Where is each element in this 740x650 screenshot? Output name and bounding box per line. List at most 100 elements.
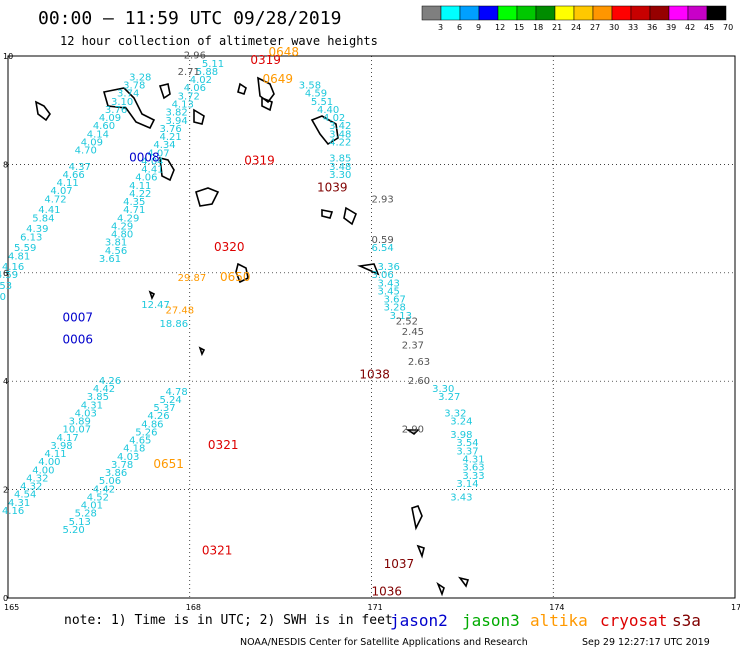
colorbar-label: 24: [571, 23, 581, 32]
wave-height-value: 6.13: [20, 232, 42, 243]
island: [357, 263, 380, 276]
wave-height-value: 4.72: [44, 194, 66, 205]
legend-jason2: jason2: [390, 611, 448, 630]
wave-height-value: 4.42: [93, 484, 115, 495]
wave-height-value: 3.85: [87, 392, 109, 403]
pass-time-label: 0649: [262, 72, 293, 86]
footer-timestamp: Sep 29 12:27:17 UTC 2019: [582, 637, 710, 648]
pass-time-label: 0648: [269, 45, 300, 59]
wave-height-value: 2.37: [402, 341, 424, 352]
island: [237, 82, 247, 96]
island: [193, 108, 205, 125]
footer-credit: NOAA/NESDIS Center for Satellite Applica…: [240, 637, 528, 648]
island: [310, 115, 339, 146]
island: [458, 576, 470, 588]
wave-height-value: 4.39: [26, 224, 48, 235]
wave-height-value: 3.48: [329, 162, 351, 173]
y-tick-label: 4: [3, 377, 8, 386]
wave-height-value: 4.31: [462, 455, 484, 466]
wave-height-value: 3.98: [50, 441, 72, 452]
island: [405, 429, 420, 436]
colorbar-label: 39: [666, 23, 676, 32]
wave-height-value: 4.70: [75, 146, 97, 157]
wave-height-value: 5.26: [135, 427, 157, 438]
wave-height-value: 4.86: [141, 419, 163, 430]
colorbar-swatch: [440, 5, 461, 21]
pass-time-label: 1038: [359, 367, 390, 381]
x-tick-label: 171: [368, 603, 383, 612]
wave-height-value: 3.32: [444, 408, 466, 419]
chart-title: 00:00 – 11:59 UTC 09/28/2019: [38, 8, 341, 29]
wave-height-value: 3.78: [123, 81, 145, 92]
wave-height-value: 4.70: [0, 292, 6, 303]
colorbar-swatch: [668, 5, 689, 21]
wave-height-value: 3.28: [129, 72, 151, 83]
wave-height-value: 4.53: [0, 281, 12, 292]
wave-height-value: 3.36: [378, 262, 400, 273]
wave-height-value: 27.48: [166, 305, 195, 316]
wave-height-value: 4.18: [123, 444, 145, 455]
x-tick-label: 168: [186, 603, 201, 612]
wave-height-value: 5.51: [311, 97, 333, 108]
wave-height-value: 3.72: [178, 91, 200, 102]
wave-height-value: 5.06: [99, 476, 121, 487]
wave-height-value: 4.35: [123, 197, 145, 208]
pass-time-label: 0321: [202, 544, 233, 558]
colorbar-label: 15: [514, 23, 524, 32]
pass-time-label: 1036: [372, 584, 403, 598]
wave-height-value: 4.11: [56, 178, 78, 189]
wave-height-value: 3.14: [456, 479, 478, 490]
wave-height-value: 2.93: [372, 194, 394, 205]
legend-altika: altika: [530, 611, 588, 630]
wave-height-value: 4.40: [317, 105, 339, 116]
wave-height-value: 4.06: [135, 173, 157, 184]
colorbar-label: 45: [704, 23, 714, 32]
wave-height-value: 3.86: [105, 468, 127, 479]
wave-height-value: 3.67: [384, 295, 406, 306]
colorbar-swatch: [516, 5, 537, 21]
wave-height-value: 4.04: [141, 156, 163, 167]
colorbar-swatch: [497, 5, 518, 21]
wave-height-value: 3.13: [390, 311, 412, 322]
wave-height-value: 5.11: [202, 59, 224, 70]
pass-time-label: 0319: [250, 53, 281, 67]
pass-time-label: 0319: [244, 153, 275, 167]
wave-height-value: 4.59: [305, 89, 327, 100]
wave-height-value: 4.03: [75, 408, 97, 419]
island: [436, 581, 445, 597]
wave-height-value: 4.09: [81, 137, 103, 148]
x-tick-label: 165: [4, 603, 19, 612]
wave-height-value: 4.42: [93, 384, 115, 395]
wave-height-value: 3.43: [378, 278, 400, 289]
wave-height-value: 4.81: [8, 251, 30, 262]
wave-height-value: 3.27: [438, 392, 460, 403]
wave-height-value: 5.88: [196, 67, 218, 78]
wave-height-value: 3.33: [462, 471, 484, 482]
wave-height-value: 2.45: [402, 327, 424, 338]
wave-height-value: 4.07: [50, 186, 72, 197]
wave-height-value: 3.24: [450, 417, 472, 428]
wave-height-value: 3.48: [329, 129, 351, 140]
wave-height-value: 3.78: [111, 460, 133, 471]
wave-height-value: 5.28: [75, 509, 97, 520]
wave-height-value: 4.06: [184, 83, 206, 94]
colorbar-swatch: [421, 5, 442, 21]
wave-height-value: 4.80: [111, 230, 133, 241]
colorbar-label: 18: [533, 23, 543, 32]
colorbar-swatch: [478, 5, 499, 21]
wave-height-value: 0.59: [372, 235, 394, 246]
colorbar-swatch: [649, 5, 670, 21]
wave-height-value: 2.52: [396, 316, 418, 327]
wave-height-value: 5.13: [69, 517, 91, 528]
wave-height-value: 4.65: [129, 436, 151, 447]
wave-height-value: 3.43: [450, 492, 472, 503]
wave-height-value: 4.41: [38, 205, 60, 216]
colorbar-label: 21: [552, 23, 562, 32]
island: [416, 544, 425, 559]
colorbar-label: 27: [590, 23, 600, 32]
y-tick-label: 2: [3, 486, 8, 495]
colorbar-label: 30: [609, 23, 619, 32]
pass-time-label: 0321: [208, 438, 239, 452]
wave-height-value: 4.07: [147, 148, 169, 159]
